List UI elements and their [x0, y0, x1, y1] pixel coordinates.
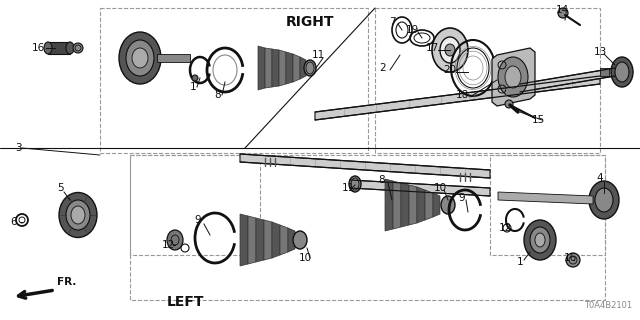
Ellipse shape [132, 48, 148, 68]
Polygon shape [520, 68, 615, 92]
Text: FR.: FR. [57, 277, 76, 287]
Ellipse shape [304, 60, 316, 76]
Polygon shape [264, 220, 272, 260]
Text: 8: 8 [214, 90, 221, 100]
Polygon shape [293, 54, 300, 82]
Text: LEFT: LEFT [166, 295, 204, 309]
Ellipse shape [595, 188, 613, 212]
Circle shape [505, 100, 513, 108]
Ellipse shape [440, 37, 460, 63]
Text: 18: 18 [456, 90, 468, 100]
Ellipse shape [611, 57, 633, 87]
Polygon shape [240, 214, 248, 266]
Polygon shape [256, 218, 264, 262]
Ellipse shape [71, 206, 85, 224]
Ellipse shape [498, 57, 528, 97]
Text: 11: 11 [312, 50, 324, 60]
Ellipse shape [44, 42, 52, 54]
Polygon shape [248, 216, 256, 264]
Polygon shape [265, 48, 272, 88]
Polygon shape [157, 54, 190, 62]
Text: 13: 13 [593, 47, 607, 57]
Polygon shape [280, 225, 288, 255]
Text: 14: 14 [556, 5, 568, 15]
Polygon shape [240, 154, 490, 178]
Polygon shape [272, 222, 280, 258]
Ellipse shape [59, 193, 97, 237]
Text: 17: 17 [426, 43, 438, 53]
Polygon shape [498, 192, 593, 204]
Polygon shape [393, 181, 401, 229]
Polygon shape [600, 68, 609, 76]
Text: 11: 11 [341, 183, 355, 193]
Ellipse shape [167, 230, 183, 250]
Polygon shape [425, 190, 433, 220]
Text: T0A4B2101: T0A4B2101 [584, 301, 632, 310]
Text: 10: 10 [433, 183, 447, 193]
Polygon shape [258, 46, 265, 90]
Text: 4: 4 [596, 173, 604, 183]
Polygon shape [315, 76, 600, 120]
Text: 16: 16 [31, 43, 45, 53]
Text: 3: 3 [15, 143, 21, 153]
Polygon shape [433, 193, 440, 217]
Polygon shape [272, 49, 279, 87]
Text: 1: 1 [516, 257, 524, 267]
Text: 16: 16 [563, 253, 577, 263]
Ellipse shape [535, 233, 545, 247]
Text: 9: 9 [195, 215, 202, 225]
Ellipse shape [524, 220, 556, 260]
Ellipse shape [615, 62, 629, 82]
Polygon shape [279, 50, 286, 86]
Text: 12: 12 [161, 240, 175, 250]
Text: 6: 6 [11, 217, 17, 227]
Polygon shape [286, 52, 293, 84]
Polygon shape [48, 42, 70, 54]
Circle shape [73, 43, 83, 53]
Text: 20: 20 [444, 65, 456, 75]
Ellipse shape [441, 196, 455, 214]
Circle shape [192, 75, 198, 81]
Text: 19: 19 [405, 25, 419, 35]
Ellipse shape [66, 200, 90, 230]
Ellipse shape [505, 66, 521, 88]
Polygon shape [401, 183, 409, 227]
Text: RIGHT: RIGHT [285, 15, 334, 29]
Polygon shape [409, 185, 417, 225]
Circle shape [566, 253, 580, 267]
Text: 1: 1 [189, 82, 196, 92]
Ellipse shape [530, 227, 550, 253]
Ellipse shape [293, 231, 307, 249]
Ellipse shape [589, 181, 619, 219]
Polygon shape [492, 48, 535, 106]
Polygon shape [385, 179, 393, 231]
Polygon shape [288, 228, 295, 252]
Circle shape [558, 8, 568, 18]
Ellipse shape [432, 28, 468, 72]
Text: 8: 8 [379, 175, 385, 185]
Text: 7: 7 [388, 17, 396, 27]
Ellipse shape [66, 42, 74, 54]
Text: 9: 9 [459, 193, 465, 203]
Ellipse shape [445, 44, 455, 56]
Ellipse shape [349, 176, 361, 192]
Text: 2: 2 [380, 63, 387, 73]
Polygon shape [350, 180, 490, 196]
Text: 5: 5 [57, 183, 63, 193]
Ellipse shape [126, 40, 154, 76]
Text: 12: 12 [499, 223, 511, 233]
Ellipse shape [119, 32, 161, 84]
Text: 10: 10 [298, 253, 312, 263]
Polygon shape [300, 57, 306, 79]
Text: 15: 15 [531, 115, 545, 125]
Polygon shape [417, 187, 425, 223]
